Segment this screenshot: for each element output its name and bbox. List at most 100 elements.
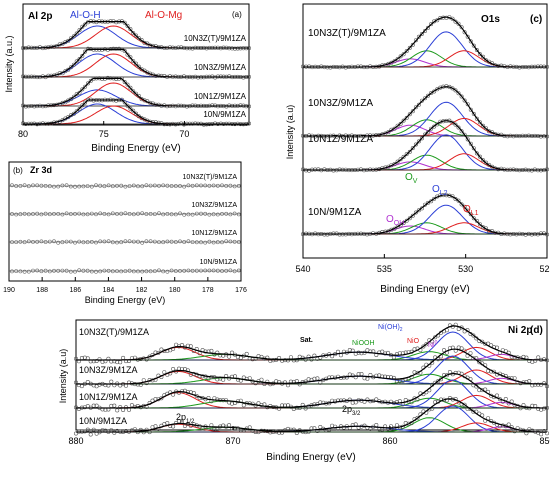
data-point (134, 111, 139, 116)
data-point (73, 269, 77, 274)
data-point (410, 146, 415, 151)
data-point (71, 111, 76, 116)
data-point (199, 268, 203, 273)
data-point (512, 429, 517, 434)
data-point (211, 240, 216, 245)
sample-label: 10N/9M1ZA (79, 416, 127, 426)
data-point (131, 89, 136, 94)
data-point (142, 98, 147, 103)
data-point (380, 349, 385, 354)
data-point (35, 268, 40, 273)
data-point (125, 52, 130, 57)
data-point (536, 406, 541, 411)
data-point (69, 65, 74, 70)
data-point (486, 162, 491, 167)
data-point (131, 59, 136, 64)
data-point (542, 428, 547, 433)
data-point (64, 211, 69, 216)
data-point (224, 239, 229, 244)
sample-label: 10N/9M1ZA (200, 259, 238, 266)
data-point (203, 240, 208, 245)
data-point (171, 366, 176, 371)
x-tick-label: 70 (179, 129, 189, 139)
data-point (365, 397, 370, 402)
data-point (465, 34, 470, 39)
data-point (125, 23, 130, 28)
data-point (35, 183, 40, 188)
data-point (64, 239, 69, 244)
data-point (419, 31, 424, 36)
data-point (136, 239, 140, 244)
data-point (81, 212, 86, 217)
data-point (422, 132, 427, 137)
data-point (182, 212, 187, 217)
sample-label: 10N3Z(T)/9M1ZA (184, 34, 247, 43)
data-point (81, 184, 86, 189)
data-point (432, 196, 437, 201)
data-point (232, 211, 237, 216)
data-point (165, 239, 170, 244)
data-point (106, 239, 111, 244)
component-curve (76, 397, 547, 409)
x-tick-label: 182 (136, 287, 148, 294)
annotation-nioh2: Ni(OH)2 (378, 324, 403, 333)
sample-label: 10N3Z(T)/9M1ZA (183, 174, 238, 181)
data-point (66, 115, 71, 120)
data-point (161, 269, 166, 274)
data-point (121, 355, 126, 360)
envelope-curve (303, 16, 547, 68)
component-curve (303, 161, 547, 171)
data-point (232, 184, 237, 189)
data-point (459, 202, 464, 207)
data-point (453, 19, 458, 24)
data-point (94, 269, 98, 274)
data-point (438, 377, 443, 382)
peak-label: OL2 (432, 184, 448, 197)
sample-label: 10N1Z/9M1ZA (191, 230, 237, 237)
data-point (98, 211, 103, 216)
data-point (436, 379, 441, 384)
x-tick-label: 860 (382, 436, 397, 446)
data-point (77, 184, 82, 189)
data-point (456, 198, 461, 203)
data-point (18, 269, 23, 274)
data-point (462, 98, 467, 103)
data-point (228, 268, 233, 273)
data-point (74, 59, 79, 64)
data-point (123, 239, 128, 244)
data-point (144, 239, 149, 244)
sample-label: 10N3Z/9M1ZA (194, 63, 247, 72)
panel-d-ylabel: Intensity (a.u) (58, 349, 68, 404)
data-point (162, 370, 167, 375)
envelope-curve (76, 372, 547, 409)
panel-c-frame (302, 3, 548, 259)
data-point (429, 22, 434, 27)
data-point (347, 347, 352, 352)
data-point (122, 100, 127, 105)
data-point (10, 269, 14, 274)
data-point (73, 184, 77, 189)
data-point (392, 126, 397, 131)
sample-label: 10N1Z/9M1ZA (79, 392, 138, 402)
data-point (131, 183, 136, 188)
data-point (506, 422, 511, 427)
data-point (83, 49, 88, 54)
data-point (465, 102, 470, 107)
data-point (64, 183, 69, 188)
sample-label: 10N/9M1ZA (203, 110, 246, 119)
data-point (395, 57, 400, 62)
data-point (456, 125, 461, 130)
data-point (97, 357, 102, 362)
data-point (136, 93, 141, 98)
data-point (157, 211, 161, 216)
data-point (56, 184, 61, 189)
data-point (227, 354, 232, 359)
data-point (109, 379, 114, 384)
data-point (395, 159, 400, 164)
data-point (128, 55, 133, 60)
data-point (111, 46, 116, 51)
data-point (127, 407, 132, 412)
data-point (10, 183, 14, 188)
data-point (416, 102, 421, 107)
